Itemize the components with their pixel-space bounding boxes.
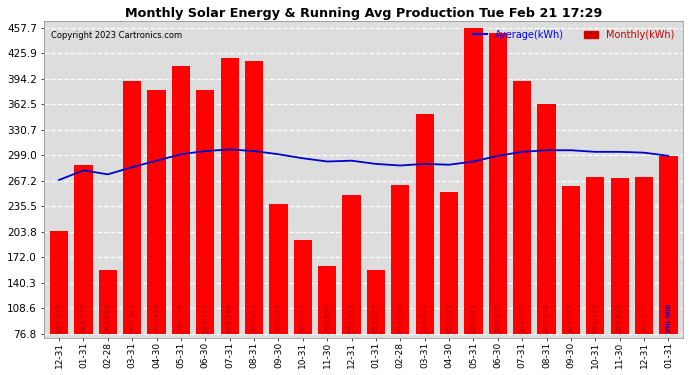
Bar xyxy=(611,178,629,334)
Text: 283.861: 283.861 xyxy=(105,303,111,333)
Bar xyxy=(269,204,288,334)
Text: 305.504: 305.504 xyxy=(544,303,549,333)
Text: 295.877: 295.877 xyxy=(373,303,379,333)
Text: 300.853: 300.853 xyxy=(300,303,306,333)
Title: Monthly Solar Energy & Running Avg Production Tue Feb 21 17:29: Monthly Solar Energy & Running Avg Produ… xyxy=(125,7,602,20)
Legend: Average(kWh), Monthly(kWh): Average(kWh), Monthly(kWh) xyxy=(469,26,678,44)
Bar xyxy=(196,90,215,334)
Text: 295.146: 295.146 xyxy=(56,303,62,333)
Bar xyxy=(464,28,482,334)
Bar xyxy=(294,240,312,334)
Text: 304.616: 304.616 xyxy=(617,303,622,333)
Bar xyxy=(148,90,166,334)
Text: 300.894: 300.894 xyxy=(324,303,331,333)
Text: 300.571: 300.571 xyxy=(275,303,282,333)
Text: 305.875: 305.875 xyxy=(251,303,257,333)
Text: 299.305: 299.305 xyxy=(495,303,501,333)
Bar xyxy=(586,177,604,334)
Bar xyxy=(391,185,409,334)
Bar xyxy=(50,231,68,334)
Bar xyxy=(75,165,92,334)
Bar xyxy=(221,57,239,334)
Text: 294.441: 294.441 xyxy=(446,303,452,333)
Text: 300.456: 300.456 xyxy=(154,303,159,333)
Text: 302.325: 302.325 xyxy=(641,303,647,333)
Bar xyxy=(562,186,580,334)
Text: 298.796: 298.796 xyxy=(178,303,184,333)
Bar xyxy=(513,81,531,334)
Text: 305.616: 305.616 xyxy=(568,303,574,333)
Text: 294.471: 294.471 xyxy=(422,303,428,333)
Text: 295.617: 295.617 xyxy=(471,303,476,333)
Bar xyxy=(367,270,385,334)
Text: 286.548: 286.548 xyxy=(81,303,86,333)
Bar xyxy=(342,195,361,334)
Text: 302.325: 302.325 xyxy=(592,303,598,333)
Bar xyxy=(415,114,434,334)
Text: 295.259: 295.259 xyxy=(397,303,404,333)
Bar xyxy=(318,266,336,334)
Bar xyxy=(245,61,263,334)
Bar xyxy=(489,33,507,334)
Bar xyxy=(172,66,190,334)
Text: Copyright 2023 Cartronics.com: Copyright 2023 Cartronics.com xyxy=(51,31,182,40)
Bar xyxy=(635,177,653,334)
Bar xyxy=(538,104,555,334)
Bar xyxy=(99,270,117,334)
Bar xyxy=(440,192,458,334)
Text: 207.503: 207.503 xyxy=(129,303,135,333)
Text: 306.394: 306.394 xyxy=(227,303,233,333)
Text: 297.471: 297.471 xyxy=(202,303,208,333)
Text: 296.831: 296.831 xyxy=(348,303,355,333)
Text: 298.008: 298.008 xyxy=(665,303,671,333)
Bar xyxy=(659,156,678,334)
Text: 304.572: 304.572 xyxy=(519,303,525,333)
Bar xyxy=(123,81,141,334)
